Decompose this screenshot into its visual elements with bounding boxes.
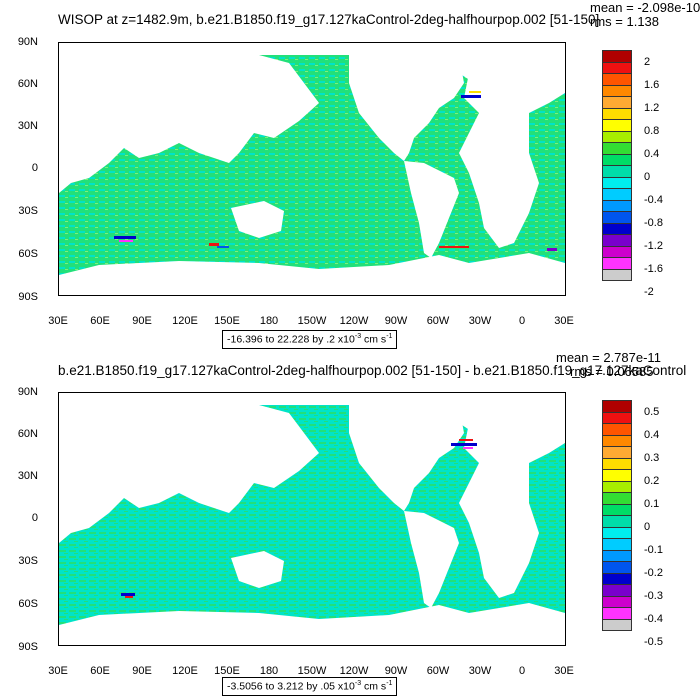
lon-label: 120W (339, 665, 369, 677)
lon-label: 90E (132, 665, 152, 677)
lon-label: 180 (259, 315, 279, 327)
lat-label: 30S (18, 205, 38, 217)
colorbar-label: 0.3 (644, 451, 660, 464)
lat-label: 60N (17, 78, 38, 90)
map-panel-top: WISOP at z=1482.9m, b.e21.B1850.f19_g17.… (17, 0, 700, 349)
contour-range-box: -16.396 to 22.228 by .2 x10-3 cm s-1 (222, 330, 398, 349)
lon-label: 0 (518, 315, 526, 327)
colorbar-label: -0.8 (644, 216, 663, 229)
lat-label: 90N (17, 36, 38, 48)
lon-label: 120E (172, 315, 198, 327)
panel-title: b.e21.B1850.f19_g17.127kaControl-2deg-ha… (58, 363, 687, 378)
colorbar-label: 0.4 (644, 428, 660, 441)
range-text: -16.396 to 22.228 by .2 x10 (227, 333, 355, 346)
contour-range-box: -3.5056 to 3.212 by .05 x10-3 cm s-1 (222, 677, 398, 696)
colorbar-label: -0.1 (644, 543, 663, 556)
colorbar-label: 1.6 (644, 78, 660, 91)
colorbar-label: -0.3 (644, 589, 663, 602)
colorbar-label: 1.2 (644, 101, 660, 114)
lon-label: 150E (214, 665, 240, 677)
lon-label: 30E (48, 315, 68, 327)
panel-title: WISOP at z=1482.9m, b.e21.B1850.f19_g17.… (58, 12, 600, 27)
lat-label: 60N (17, 428, 38, 440)
colorbar-label: -2 (644, 285, 654, 298)
lat-label: 30S (18, 555, 38, 567)
lat-label: 60S (18, 248, 38, 260)
lat-label: 30N (17, 470, 38, 482)
colorbar-label: 0.5 (644, 405, 660, 418)
colorbar-label: -0.2 (644, 566, 663, 579)
lon-label: 30E (554, 665, 574, 677)
lon-label: 150W (297, 665, 327, 677)
colorbar-label: -0.4 (644, 193, 663, 206)
lon-label: 60W (426, 665, 450, 677)
lat-label: 0 (31, 162, 38, 174)
lat-label: 30N (17, 120, 38, 132)
range-exponent: -3 (354, 333, 362, 340)
colorbar-label: -0.4 (644, 612, 663, 625)
lat-label: 90S (18, 291, 38, 303)
colorbar-label: -1.2 (644, 239, 663, 252)
colorbar-label: 0.4 (644, 147, 660, 160)
lon-label: 30E (554, 315, 574, 327)
lat-label: 0 (31, 512, 38, 524)
colorbar-swatch (602, 618, 632, 631)
lon-label: 60E (90, 315, 110, 327)
lon-label: 90W (384, 665, 408, 677)
map-panel-bottom: b.e21.B1850.f19_g17.127kaControl-2deg-ha… (0, 350, 700, 700)
lat-label: 60S (18, 598, 38, 610)
ocean-field-map (59, 43, 565, 295)
mean-stat: mean = 2.787e-11 (556, 350, 661, 365)
lat-label: 90S (18, 641, 38, 653)
range-text: -3.5056 to 3.212 by .05 x10 (227, 680, 355, 693)
range-unit: cm s (361, 680, 387, 693)
lon-label: 90E (132, 315, 152, 327)
lon-label: 150W (297, 315, 327, 327)
ocean-field-map (59, 393, 565, 645)
lat-label: 90N (17, 386, 38, 398)
range-exponent: -3 (354, 680, 362, 687)
lon-label: 30W (468, 315, 492, 327)
lon-label: 60E (90, 665, 110, 677)
lon-label: 180 (259, 665, 279, 677)
lon-label: 0 (518, 665, 526, 677)
colorbar-label: 2 (644, 55, 651, 68)
lon-label: 120E (172, 665, 198, 677)
colorbar-label: 0.8 (644, 124, 660, 137)
lon-label: 60W (426, 315, 450, 327)
colorbar-label: -1.6 (644, 262, 663, 275)
colorbar-label: 0 (644, 170, 651, 183)
lon-label: 150E (214, 315, 240, 327)
map-plot-area (58, 392, 566, 646)
range-unit: cm s (361, 333, 387, 346)
colorbar-label: -0.5 (644, 635, 663, 648)
lon-label: 120W (339, 315, 369, 327)
lon-label: 30E (48, 665, 68, 677)
rms-stat: rms = 0.06585 (570, 364, 654, 379)
rms-stat: rms = 1.138 (590, 14, 660, 29)
lon-label: 90W (384, 315, 408, 327)
mean-stat: mean = -2.098e-10 (590, 0, 700, 15)
range-unit-exponent: -1 (386, 680, 393, 687)
range-unit-exponent: -1 (386, 333, 393, 340)
colorbar-label: 0.1 (644, 497, 660, 510)
colorbar-swatch (602, 268, 632, 281)
lon-label: 30W (468, 665, 492, 677)
colorbar-label: 0.2 (644, 474, 660, 487)
colorbar-label: 0 (644, 520, 651, 533)
map-plot-area (58, 42, 566, 296)
